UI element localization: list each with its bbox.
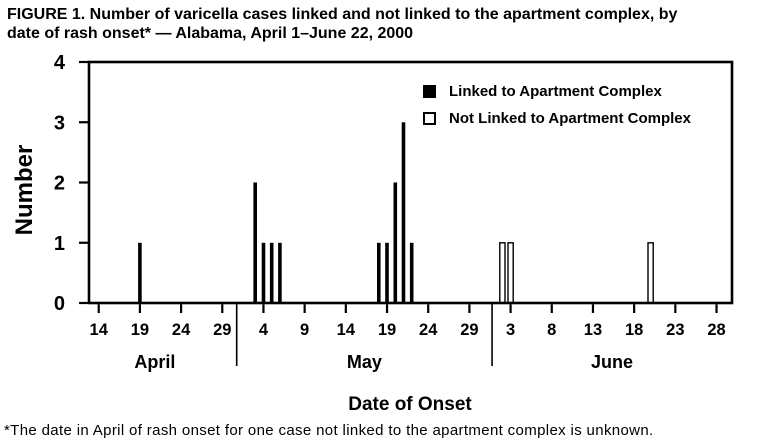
month-label-June: June (591, 352, 633, 372)
bar-linked-May-5 (269, 242, 274, 304)
bar-not-linked-June-2 (499, 242, 506, 304)
bar-linked-May-3 (253, 182, 257, 303)
x-tick-label: 24 (172, 321, 191, 339)
x-tick-label: 8 (547, 321, 556, 339)
x-tick-label: 14 (90, 321, 109, 339)
legend-label-linked: Linked to Apartment Complex (449, 83, 662, 100)
legend-label-not-linked: Not Linked to Apartment Complex (449, 110, 691, 127)
bar-not-linked-June-3 (507, 242, 514, 304)
x-tick-label: 3 (506, 321, 515, 339)
month-label-May: May (347, 352, 382, 372)
bar-not-linked-June-20 (647, 242, 654, 304)
plot-border (87, 60, 734, 305)
legend-item-linked: Linked to Apartment Complex (423, 83, 691, 100)
bar-linked-May-18 (377, 242, 381, 304)
bar-linked-April-19 (138, 242, 142, 304)
x-tick-label: 19 (131, 321, 149, 339)
x-tick-label: 18 (625, 321, 643, 339)
footnote: *The date in April of rash onset for one… (4, 422, 654, 439)
x-tick-label: 4 (259, 321, 269, 339)
x-tick-label: 29 (213, 321, 231, 339)
x-tick-label: 24 (419, 321, 438, 339)
x-tick-label: 13 (584, 321, 602, 339)
y-tick-label: 0 (54, 293, 65, 315)
bar-linked-May-21 (401, 122, 406, 304)
x-axis-title: Date of Onset (348, 394, 472, 415)
bar-linked-May-22 (409, 242, 414, 304)
y-tick-label: 3 (54, 112, 65, 134)
legend-swatch-not-linked-icon (423, 112, 436, 125)
month-label-April: April (134, 352, 175, 372)
x-tick-label: 14 (337, 321, 356, 339)
bar-linked-May-20 (393, 182, 398, 303)
y-tick-label: 1 (54, 233, 65, 255)
y-tick-label: 4 (54, 52, 66, 74)
bar-linked-May-6 (278, 242, 282, 304)
y-tick-label: 2 (54, 173, 65, 195)
x-tick-label: 28 (707, 321, 725, 339)
figure-title-line1: FIGURE 1. Number of varicella cases link… (7, 6, 678, 23)
x-tick-label: 29 (460, 321, 478, 339)
x-tick-label: 19 (378, 321, 396, 339)
figure-title: FIGURE 1. Number of varicella cases link… (7, 5, 755, 43)
legend: Linked to Apartment Complex Not Linked t… (423, 83, 691, 139)
bar-linked-May-19 (385, 242, 389, 304)
figure-title-line2: date of rash onset* — Alabama, April 1–J… (7, 25, 414, 42)
bar-linked-May-4 (261, 242, 266, 304)
legend-swatch-linked-icon (423, 85, 436, 98)
legend-item-not-linked: Not Linked to Apartment Complex (423, 110, 691, 127)
x-tick-label: 23 (666, 321, 684, 339)
x-tick-label: 9 (300, 321, 309, 339)
